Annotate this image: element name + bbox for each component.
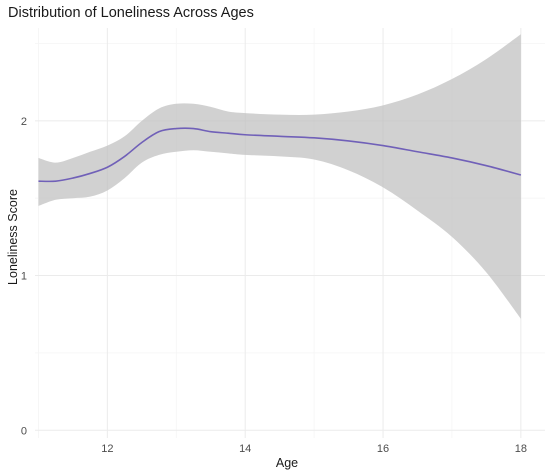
trend-line bbox=[38, 127, 522, 183]
x-tick-label: 16 bbox=[377, 443, 389, 455]
y-axis-label: Loneliness Score bbox=[6, 189, 20, 285]
confidence-band bbox=[38, 34, 521, 319]
y-tick-label: 0 bbox=[21, 425, 27, 437]
confidence-band-layer bbox=[38, 34, 521, 319]
y-tick-label: 1 bbox=[21, 271, 27, 283]
y-tick-label: 2 bbox=[21, 116, 27, 128]
trend-line-layer bbox=[38, 127, 522, 183]
x-tick-label: 12 bbox=[101, 443, 113, 455]
x-axis-label: Age bbox=[276, 456, 298, 470]
x-tick-label: 14 bbox=[239, 443, 251, 455]
x-tick-label: 18 bbox=[515, 443, 527, 455]
chart-title: Distribution of Loneliness Across Ages bbox=[8, 5, 254, 21]
